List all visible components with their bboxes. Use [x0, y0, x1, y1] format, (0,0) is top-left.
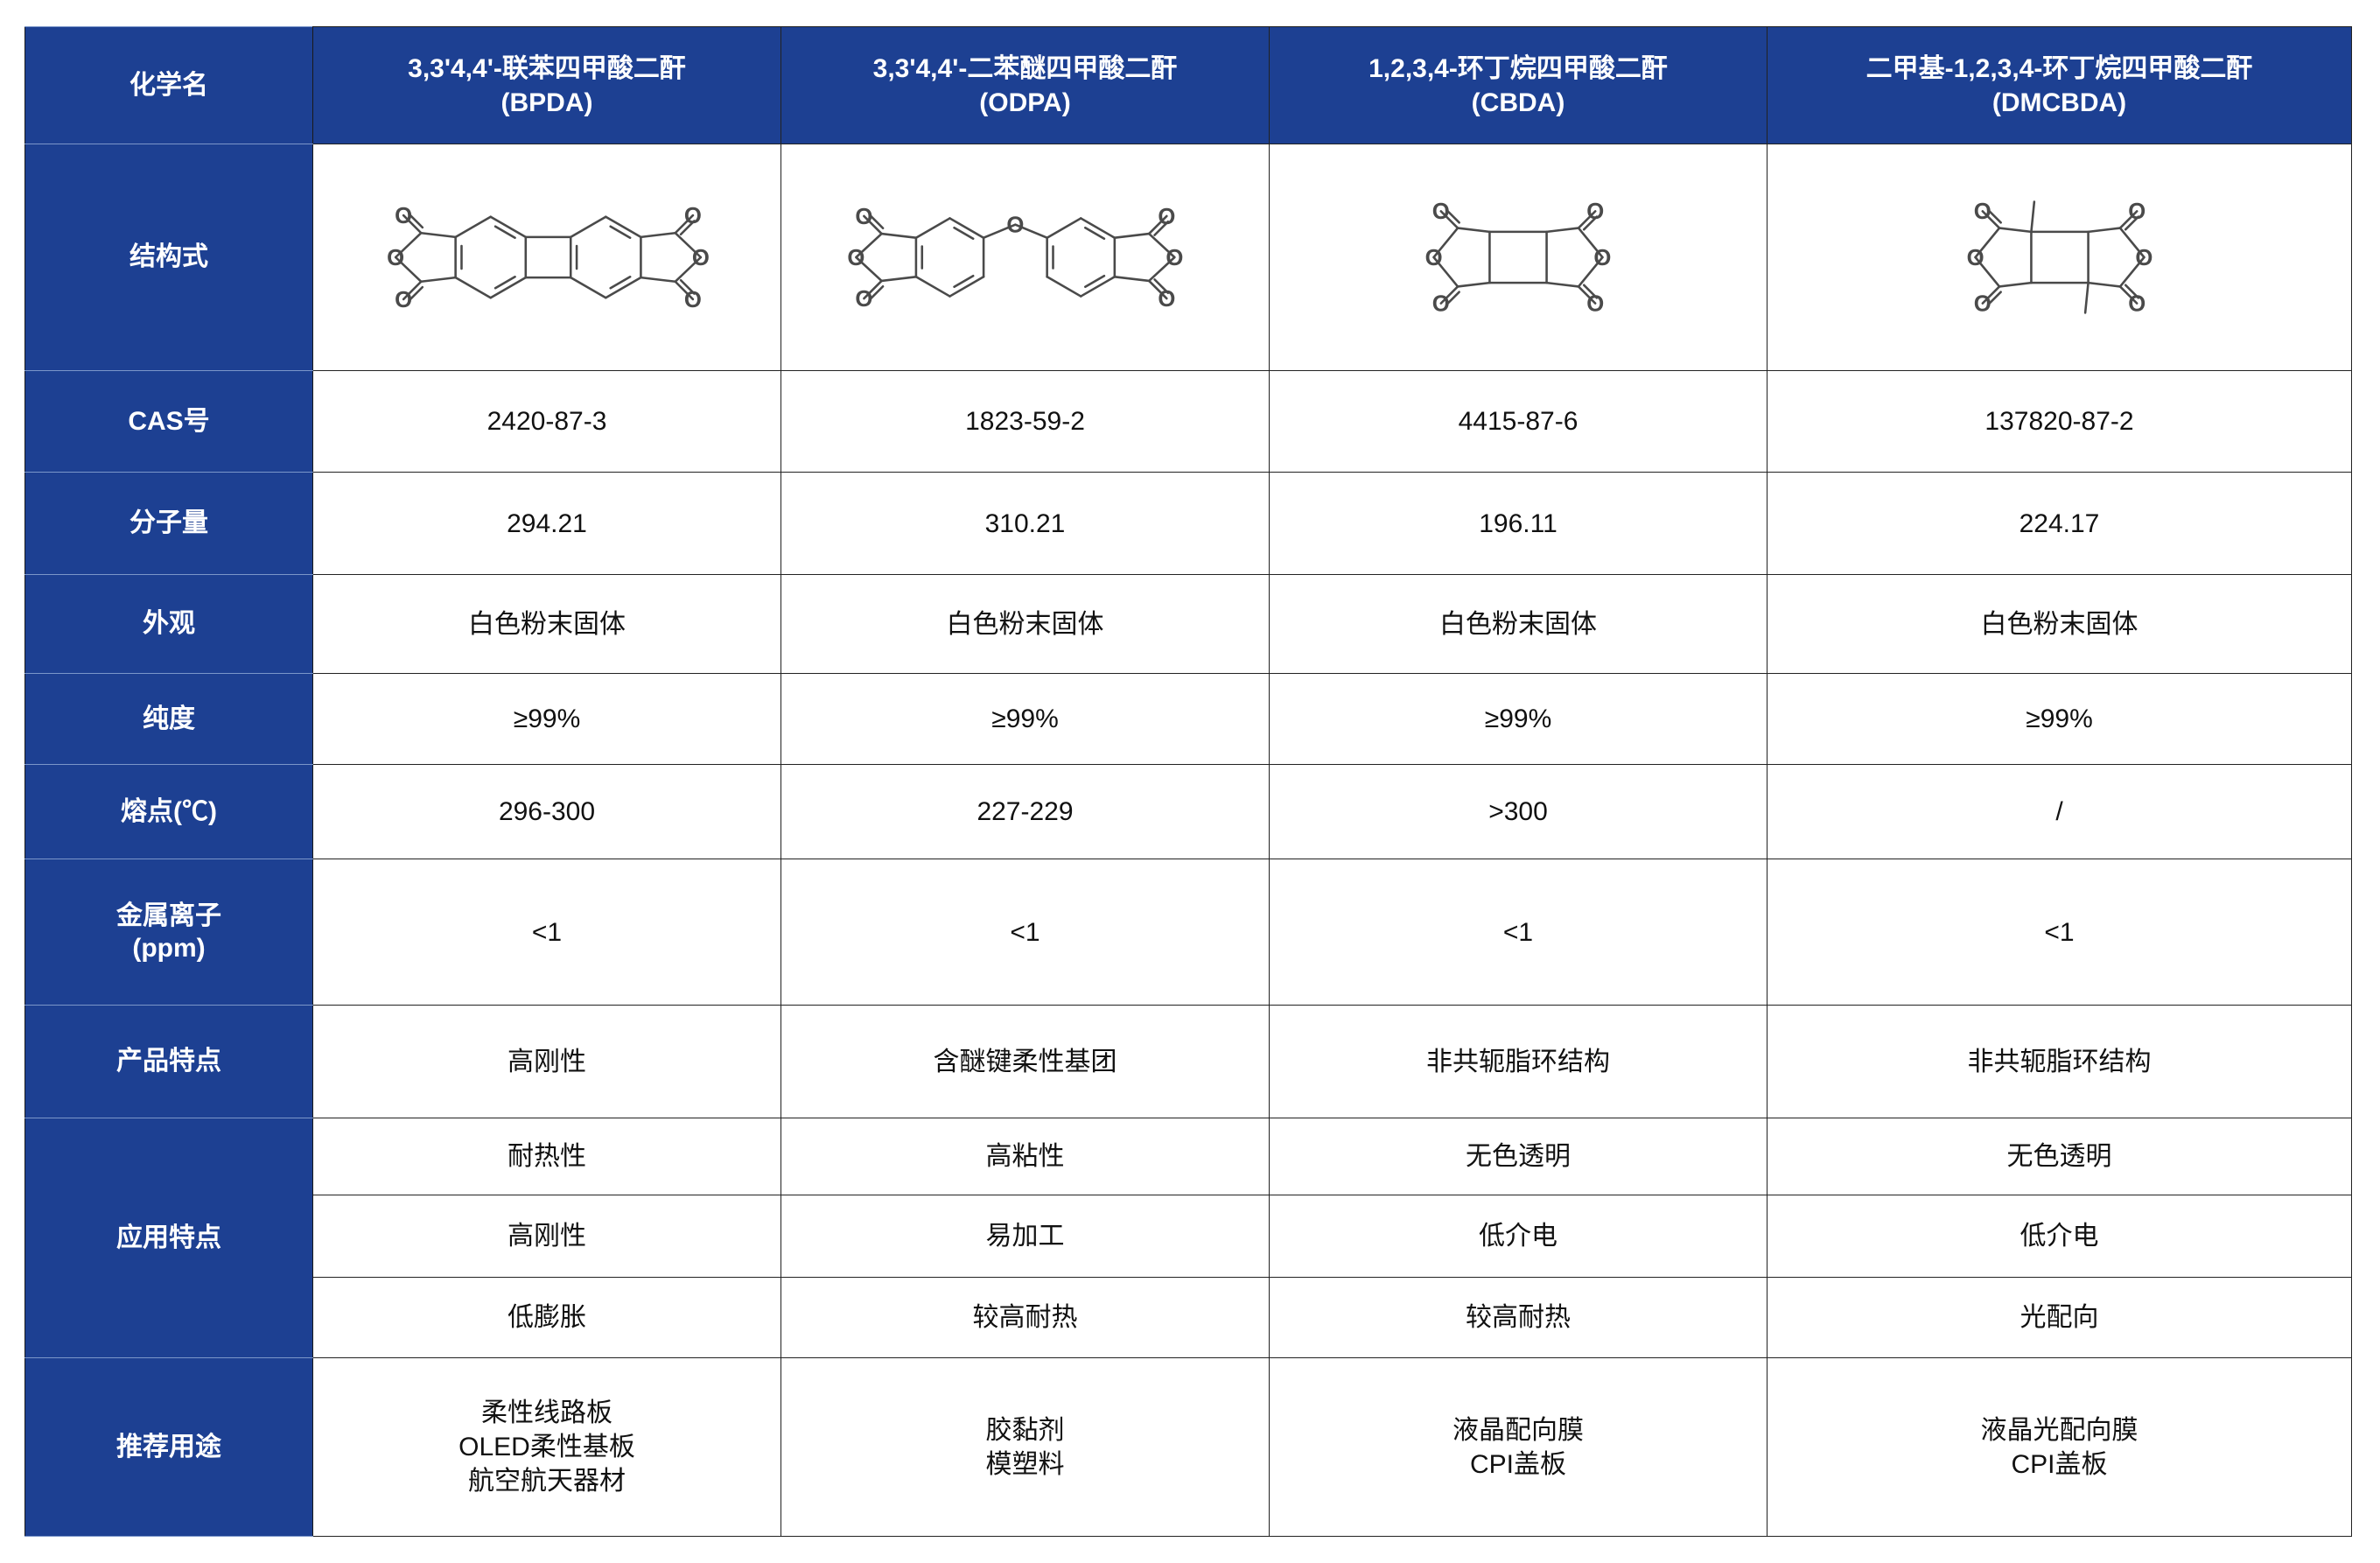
svg-text:O: O [684, 204, 702, 228]
svg-text:O: O [684, 288, 702, 312]
svg-text:O: O [1425, 246, 1443, 270]
svg-text:O: O [1973, 200, 1991, 224]
svg-text:O: O [692, 246, 710, 270]
svg-text:O: O [1432, 200, 1450, 224]
svg-text:O: O [1432, 291, 1450, 316]
svg-text:O: O [1593, 246, 1611, 270]
svg-text:O: O [2128, 200, 2146, 224]
svg-text:O: O [1166, 246, 1184, 270]
svg-text:O: O [856, 205, 873, 229]
svg-text:O: O [387, 246, 404, 270]
svg-text:O: O [1158, 287, 1176, 312]
svg-text:O: O [1586, 291, 1604, 316]
svg-text:O: O [2135, 246, 2152, 270]
svg-text:O: O [395, 204, 412, 228]
svg-text:O: O [1586, 200, 1604, 224]
svg-text:O: O [2128, 291, 2146, 316]
svg-text:O: O [856, 287, 873, 312]
svg-text:O: O [1973, 291, 1991, 316]
svg-text:O: O [395, 288, 412, 312]
svg-text:O: O [1158, 205, 1176, 229]
svg-text:O: O [1966, 246, 1984, 270]
svg-text:O: O [848, 246, 865, 270]
svg-text:O: O [1007, 214, 1025, 238]
